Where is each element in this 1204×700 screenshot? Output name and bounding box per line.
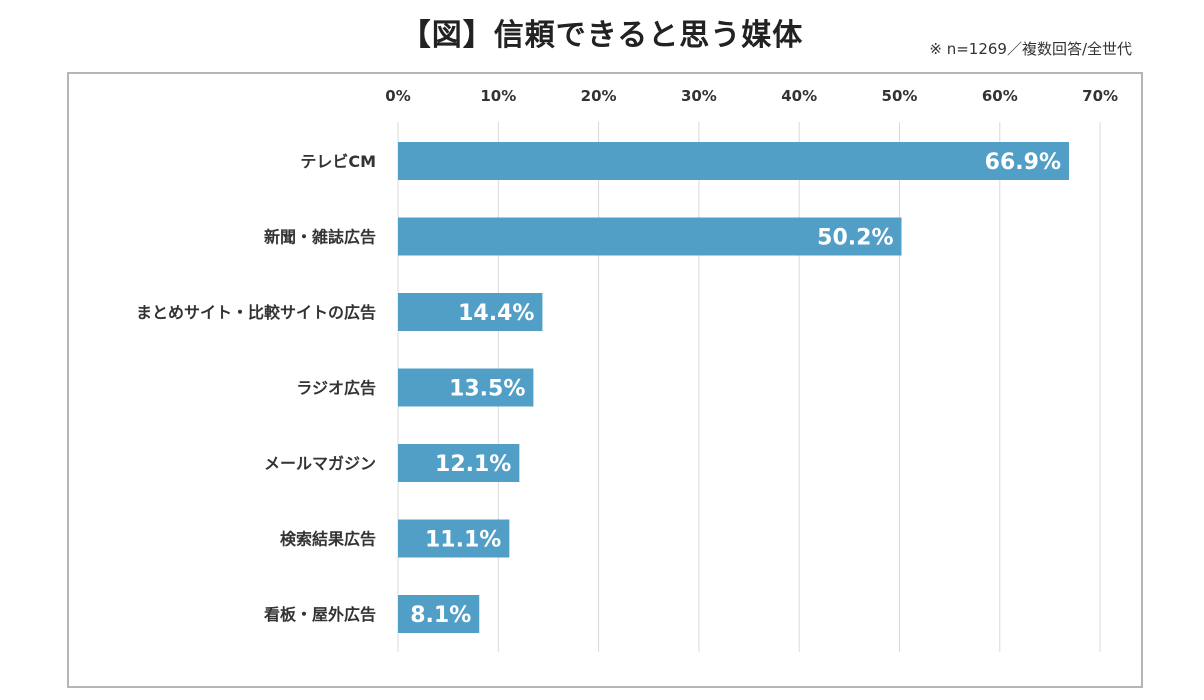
x-tick-label: 50% <box>882 87 918 105</box>
chart-title: 【図】信頼できると思う媒体 <box>400 18 804 53</box>
value-label: 11.1% <box>425 528 501 553</box>
bar <box>398 217 902 256</box>
value-label: 8.1% <box>410 603 471 628</box>
value-label: 13.5% <box>449 377 525 402</box>
x-tick-label: 20% <box>581 87 617 105</box>
x-tick-label: 10% <box>480 87 516 105</box>
x-tick-label: 40% <box>781 87 817 105</box>
x-tick-label: 70% <box>1082 87 1118 105</box>
value-label: 66.9% <box>985 150 1061 175</box>
category-label: テレビCM <box>300 152 376 171</box>
x-tick-label: 30% <box>681 87 717 105</box>
bar <box>398 142 1070 180</box>
value-label: 12.1% <box>435 452 511 477</box>
sample-note: ※ n=1269／複数回答/全世代 <box>929 40 1132 58</box>
bar <box>398 293 543 331</box>
chart-frame <box>67 72 1143 688</box>
category-label: メールマガジン <box>264 454 376 473</box>
bar <box>398 595 480 633</box>
category-label: ラジオ広告 <box>296 379 376 398</box>
value-label: 14.4% <box>458 301 534 326</box>
bar <box>398 368 534 407</box>
bar <box>398 519 510 558</box>
category-label: 新聞・雑誌広告 <box>264 228 376 247</box>
category-label: まとめサイト・比較サイトの広告 <box>136 303 376 322</box>
x-tick-label: 0% <box>385 87 410 105</box>
category-label: 看板・屋外広告 <box>263 605 376 624</box>
value-label: 50.2% <box>817 226 893 251</box>
category-label: 検索結果広告 <box>280 530 376 549</box>
x-tick-label: 60% <box>982 87 1018 105</box>
bar <box>398 444 520 482</box>
